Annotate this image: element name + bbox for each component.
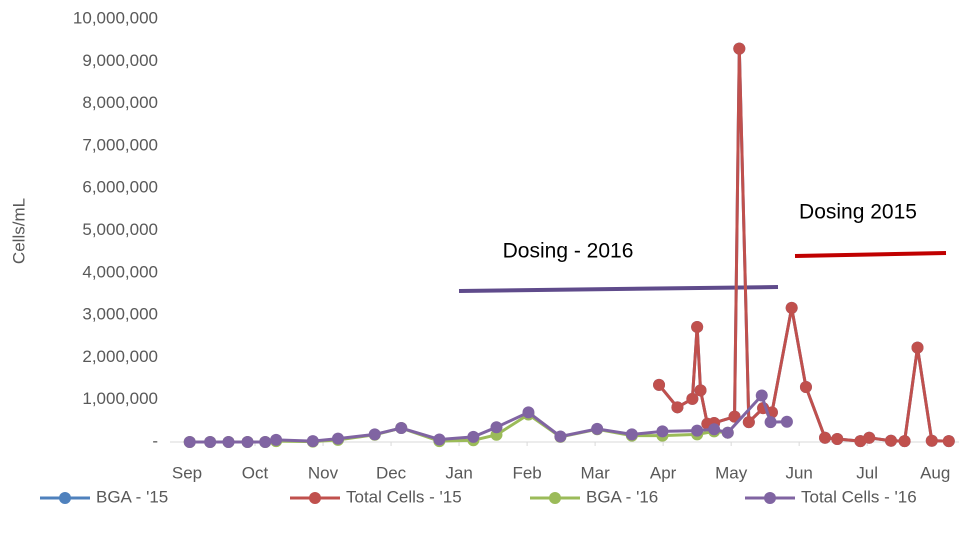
marker — [395, 422, 408, 435]
marker — [554, 430, 567, 443]
x-tick-label: Feb — [512, 463, 541, 482]
y-tick-label: 6,000,000 — [82, 178, 158, 197]
x-tick-label: Oct — [242, 463, 269, 482]
marker — [755, 389, 768, 402]
x-tick-label: Sep — [172, 463, 202, 482]
marker — [884, 434, 897, 447]
legend-label: BGA - '16 — [586, 487, 658, 506]
marker — [780, 415, 793, 428]
x-tick-label: Apr — [650, 463, 677, 482]
marker — [204, 436, 217, 448]
marker — [222, 436, 235, 448]
x-tick-label: Dec — [376, 463, 407, 482]
marker — [433, 433, 446, 446]
legend-label: Total Cells - '15 — [346, 487, 462, 506]
dosing-2016-line — [458, 285, 779, 293]
marker — [656, 425, 669, 438]
x-tick-label: Aug — [920, 463, 950, 482]
legend-marker — [309, 492, 321, 504]
marker — [819, 431, 832, 444]
x-tick-label: Jan — [445, 463, 472, 482]
marker — [764, 416, 777, 429]
legend-marker — [549, 492, 561, 504]
legend-label: BGA - '15 — [96, 487, 168, 506]
series — [653, 42, 955, 448]
marker — [183, 436, 196, 448]
marker — [241, 436, 254, 448]
legend-marker — [59, 492, 71, 504]
y-tick-label: 4,000,000 — [82, 262, 158, 281]
marker — [863, 431, 876, 444]
marker — [942, 435, 955, 448]
marker — [733, 42, 746, 55]
y-axis-label: Cells/mL — [9, 198, 28, 264]
y-tick-label: 10,000,000 — [73, 8, 158, 27]
x-tick-label: Jun — [785, 463, 812, 482]
marker — [831, 433, 844, 446]
marker — [259, 436, 272, 448]
x-tick-label: Nov — [308, 463, 339, 482]
marker — [671, 401, 684, 414]
y-tick-label: 5,000,000 — [82, 220, 158, 239]
marker — [686, 392, 699, 405]
marker — [306, 435, 319, 448]
marker — [742, 416, 755, 429]
legend-marker — [764, 492, 776, 504]
marker — [799, 381, 812, 394]
marker — [785, 301, 798, 314]
marker — [591, 422, 604, 435]
y-tick-label: - — [152, 431, 158, 450]
x-tick-label: May — [715, 463, 748, 482]
marker — [694, 384, 707, 397]
y-tick-label: 9,000,000 — [82, 51, 158, 70]
marker — [625, 428, 638, 441]
dosing-2015-line — [794, 251, 947, 258]
marker — [467, 430, 480, 443]
y-tick-label: 8,000,000 — [82, 93, 158, 112]
marker — [490, 421, 503, 434]
legend-label: Total Cells - '16 — [801, 487, 917, 506]
y-tick-label: 2,000,000 — [82, 347, 158, 366]
marker — [911, 341, 924, 354]
marker — [728, 410, 741, 423]
x-tick-label: Mar — [580, 463, 610, 482]
marker — [691, 320, 704, 333]
marker — [925, 434, 938, 447]
marker — [708, 423, 721, 436]
marker — [721, 426, 734, 439]
series — [183, 389, 793, 448]
marker — [270, 433, 283, 446]
y-tick-label: 1,000,000 — [82, 389, 158, 408]
y-tick-label: 7,000,000 — [82, 135, 158, 154]
marker — [691, 424, 704, 437]
x-tick-label: Jul — [856, 463, 878, 482]
marker — [653, 378, 666, 391]
marker — [368, 428, 381, 441]
annotation: Dosing 2015 — [799, 201, 917, 224]
marker — [522, 406, 535, 419]
marker — [898, 435, 911, 448]
marker — [332, 432, 345, 445]
annotation: Dosing - 2016 — [503, 240, 634, 263]
y-tick-label: 3,000,000 — [82, 305, 158, 324]
